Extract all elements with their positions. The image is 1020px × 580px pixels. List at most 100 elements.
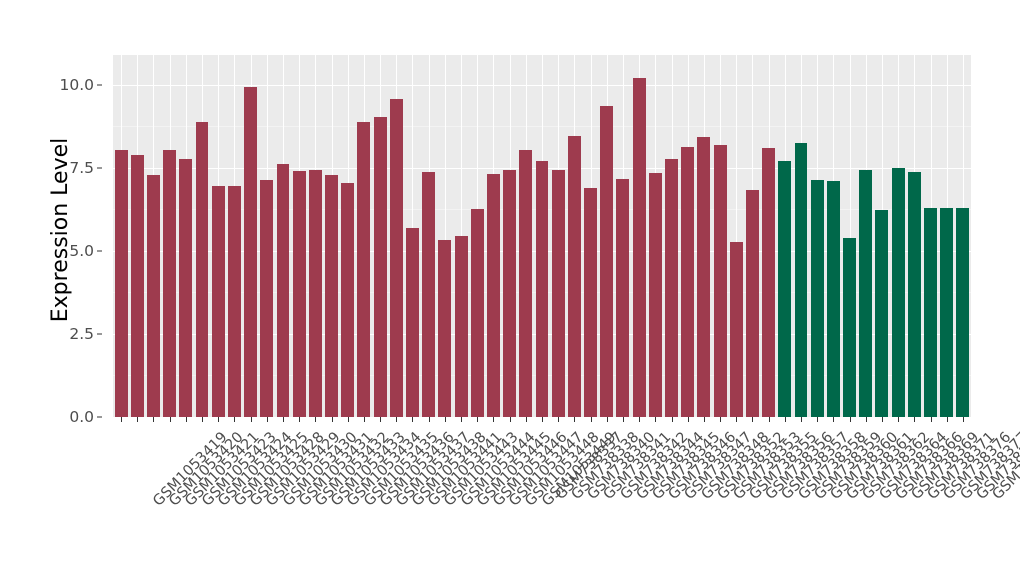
y-axis-tick-mark [97, 250, 102, 252]
x-axis-tick-mark [914, 417, 915, 422]
bar[interactable] [778, 160, 792, 417]
x-axis-tick-mark [623, 417, 624, 422]
bar[interactable] [826, 180, 840, 417]
bar[interactable] [438, 240, 452, 417]
bar[interactable] [470, 209, 484, 417]
x-axis-tick-mark [752, 417, 753, 422]
x-axis-tick-mark [445, 417, 446, 422]
x-axis-tick-mark [817, 417, 818, 422]
bar[interactable] [503, 169, 517, 417]
bar[interactable] [794, 143, 808, 417]
x-axis-tick-mark [234, 417, 235, 422]
bar[interactable] [875, 210, 889, 417]
x-axis-tick-mark [477, 417, 478, 422]
bar[interactable] [244, 86, 258, 417]
bar[interactable] [551, 169, 565, 417]
bar[interactable] [616, 178, 630, 417]
x-axis-tick-mark [574, 417, 575, 422]
y-axis-tick-label: 5.0 [69, 241, 94, 260]
x-axis-tick-mark [866, 417, 867, 422]
bar[interactable] [325, 175, 338, 417]
x-axis-tick-mark [672, 417, 673, 422]
y-axis-tick-mark [97, 167, 102, 169]
x-axis-tick-mark [202, 417, 203, 422]
bars-layer [113, 55, 971, 417]
x-axis-tick-mark [364, 417, 365, 422]
bar[interactable] [519, 149, 533, 417]
x-axis-tick-mark [736, 417, 737, 422]
x-axis-tick-mark [931, 417, 932, 422]
bar[interactable] [454, 236, 468, 417]
bar[interactable] [422, 171, 436, 417]
bar[interactable] [146, 174, 160, 417]
bar[interactable] [308, 169, 322, 417]
y-axis-tick-label: 0.0 [69, 408, 94, 426]
bar[interactable] [486, 173, 500, 417]
x-axis-tick-mark [170, 417, 171, 422]
bar[interactable] [341, 182, 355, 417]
bar[interactable] [130, 155, 144, 417]
bar[interactable] [260, 180, 274, 417]
gridline-major-vertical [850, 55, 851, 417]
bar[interactable] [163, 149, 177, 417]
x-axis-tick-mark [882, 417, 883, 422]
x-axis-tick-mark [412, 417, 413, 422]
x-axis-tick-mark [218, 417, 219, 422]
bar[interactable] [227, 185, 241, 417]
bar[interactable] [357, 122, 371, 417]
bar[interactable] [584, 187, 598, 417]
bar[interactable] [924, 208, 937, 417]
bar[interactable] [697, 137, 711, 417]
x-axis-tick-mark [833, 417, 834, 422]
bar[interactable] [567, 136, 581, 417]
bar[interactable] [729, 241, 743, 417]
bar[interactable] [843, 237, 857, 417]
bar[interactable] [681, 147, 695, 417]
x-axis-tick-mark [493, 417, 494, 422]
bar[interactable] [713, 144, 727, 417]
bar[interactable] [810, 179, 824, 417]
bar[interactable] [600, 106, 614, 417]
x-axis-tick-mark [461, 417, 462, 422]
bar[interactable] [211, 185, 225, 417]
x-axis-tick-mark [380, 417, 381, 422]
bar[interactable] [179, 158, 193, 417]
gridline-major-vertical [736, 55, 737, 417]
x-axis-tick-mark [947, 417, 948, 422]
x-axis-tick-mark [186, 417, 187, 422]
bar[interactable] [891, 167, 905, 417]
bar[interactable] [940, 208, 954, 417]
bar[interactable] [535, 160, 549, 417]
bar[interactable] [276, 163, 290, 417]
bar[interactable] [195, 122, 209, 417]
bar[interactable] [956, 208, 970, 417]
x-axis-tick-mark [785, 417, 786, 422]
x-axis-tick-mark [607, 417, 608, 422]
bar[interactable] [907, 171, 921, 417]
x-axis-tick-mark [396, 417, 397, 422]
bar[interactable] [745, 189, 759, 417]
x-axis-tick-mark [850, 417, 851, 422]
bar[interactable] [292, 170, 306, 417]
gridline-major-vertical [445, 55, 446, 417]
x-axis-tick-mark [801, 417, 802, 422]
bar[interactable] [406, 227, 419, 417]
bar[interactable] [632, 78, 646, 417]
x-axis-tick-labels: GSM1053419 GSM1053420 GSM1053421 GSM1053423… [113, 425, 1020, 575]
x-axis-tick-mark [688, 417, 689, 422]
bar[interactable] [114, 149, 128, 417]
x-axis-tick-mark [332, 417, 333, 422]
y-axis-tick-label: 10.0 [59, 75, 94, 94]
bar[interactable] [762, 148, 776, 417]
bar[interactable] [373, 117, 387, 417]
x-axis-tick-mark [655, 417, 656, 422]
x-axis-tick-mark [510, 417, 511, 422]
bar[interactable] [389, 98, 403, 417]
bar[interactable] [665, 158, 678, 417]
x-axis-tick-mark [348, 417, 349, 422]
x-axis-tick-mark [898, 417, 899, 422]
bar[interactable] [859, 169, 873, 417]
bar[interactable] [648, 172, 662, 417]
y-axis-tick-mark [97, 416, 102, 418]
